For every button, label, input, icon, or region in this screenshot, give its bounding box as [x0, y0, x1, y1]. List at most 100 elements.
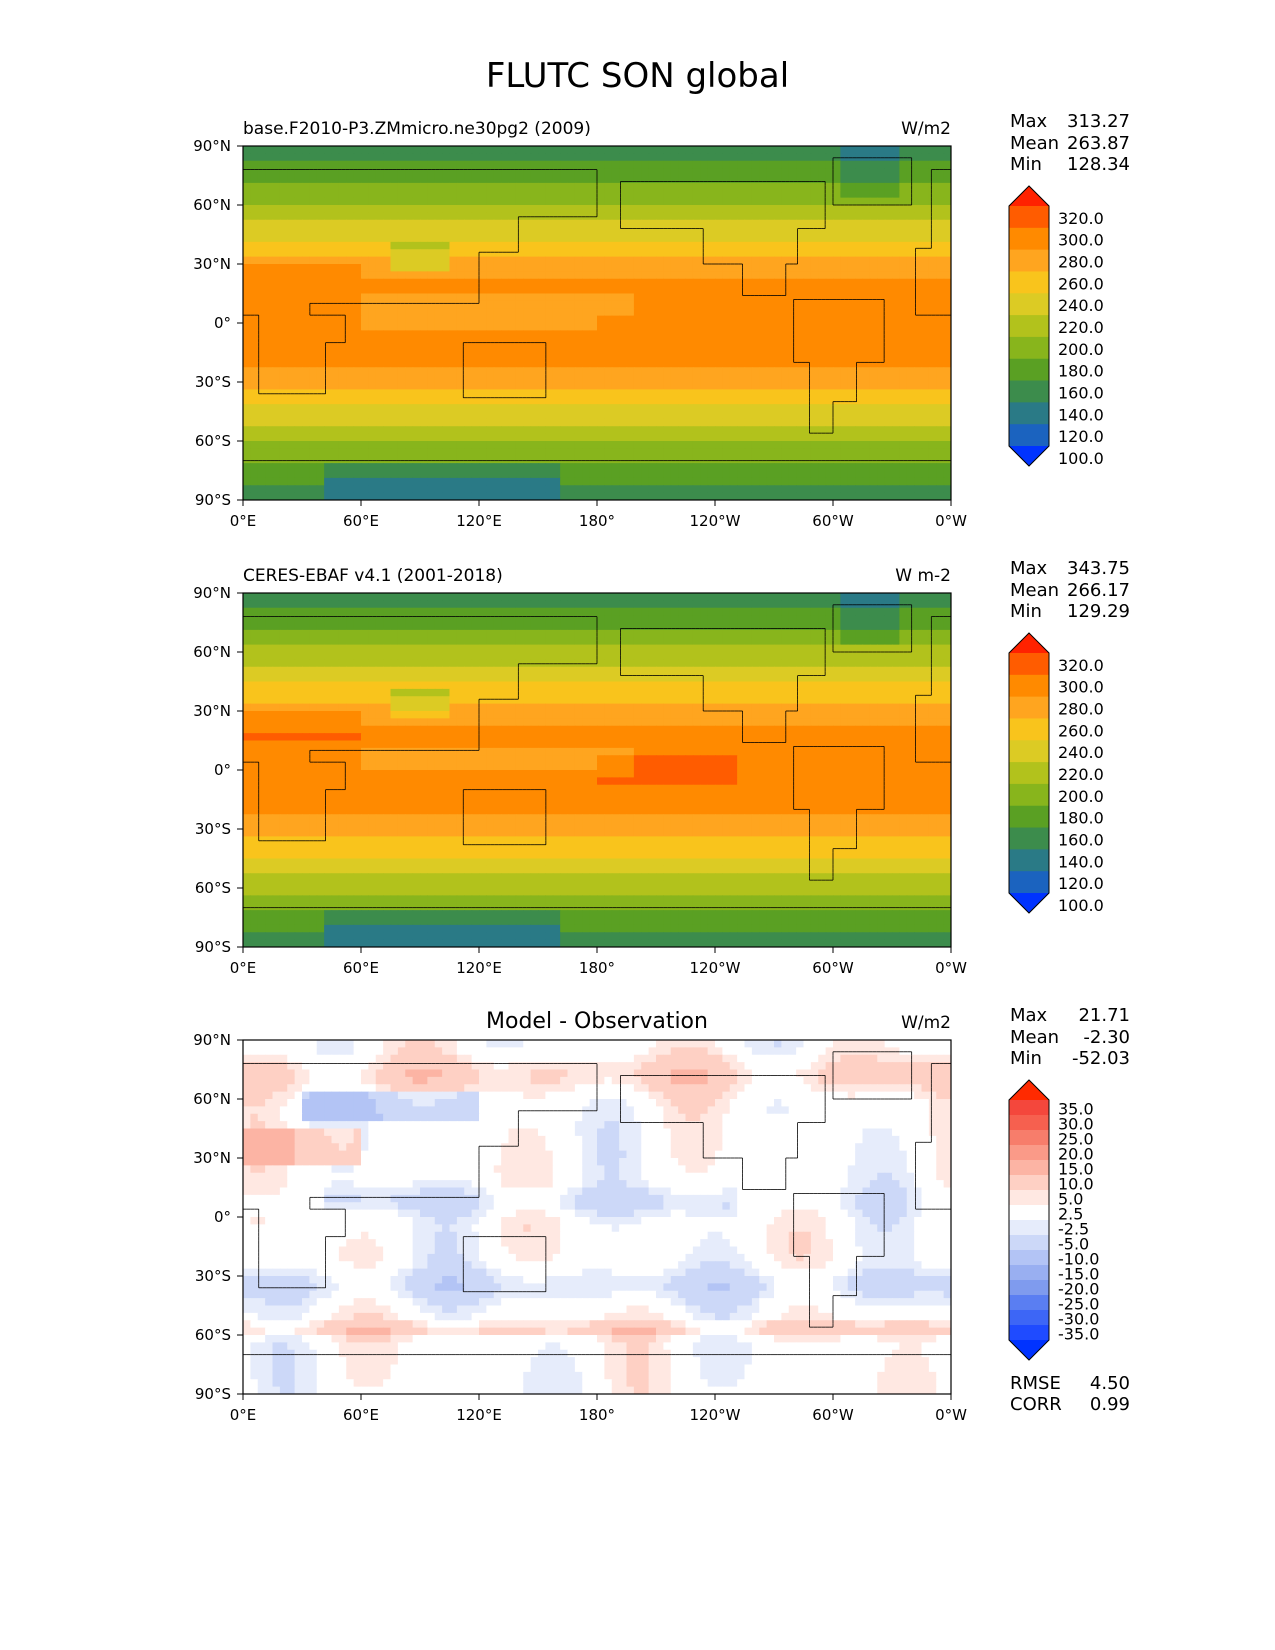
- heatmap-cell: [331, 197, 340, 206]
- heatmap-cell: [892, 323, 900, 331]
- heatmap-cell: [892, 293, 900, 302]
- heatmap-cell: [928, 241, 937, 250]
- heatmap-cell: [759, 352, 768, 361]
- heatmap-cell: [641, 227, 650, 236]
- heatmap-cell: [936, 308, 945, 317]
- heatmap-cell: [722, 308, 731, 317]
- heatmap-cell: [648, 249, 657, 258]
- heatmap-cell: [361, 448, 369, 457]
- heatmap-cell: [766, 190, 775, 199]
- heatmap-cell: [582, 418, 591, 427]
- heatmap-cell: [825, 352, 834, 361]
- heatmap-cell: [737, 411, 746, 420]
- heatmap-cell: [766, 352, 775, 361]
- heatmap-cell: [508, 448, 517, 457]
- heatmap-cell: [390, 146, 399, 154]
- heatmap-cell: [279, 485, 288, 494]
- heatmap-cell: [331, 182, 340, 191]
- heatmap-cell: [552, 323, 561, 331]
- heatmap-cell: [508, 485, 517, 494]
- heatmap-cell: [641, 264, 650, 272]
- heatmap-cell: [294, 212, 303, 221]
- heatmap-cell: [862, 426, 871, 435]
- heatmap-cell: [434, 345, 443, 354]
- heatmap-cell: [530, 256, 539, 265]
- heatmap-cell: [279, 227, 288, 236]
- heatmap-cell: [597, 411, 605, 420]
- heatmap-cell: [368, 337, 377, 346]
- heatmap-cell: [597, 197, 605, 206]
- heatmap-cell: [383, 492, 392, 500]
- heatmap-cell: [302, 396, 310, 405]
- heatmap-cell: [663, 182, 672, 191]
- heatmap-cell: [884, 197, 893, 206]
- heatmap-cell: [567, 256, 576, 265]
- heatmap-cell: [751, 345, 760, 354]
- heatmap-cell: [471, 418, 480, 427]
- heatmap-cell: [383, 160, 392, 169]
- heatmap-cell: [294, 492, 303, 500]
- heatmap-cell: [751, 470, 760, 479]
- heatmap-cell: [375, 374, 384, 383]
- heatmap-cell: [633, 308, 642, 317]
- heatmap-cell: [302, 470, 310, 479]
- heatmap-cell: [346, 330, 355, 339]
- heatmap-cell: [678, 146, 687, 154]
- heatmap-cell: [781, 278, 790, 287]
- heatmap-cell: [877, 234, 886, 243]
- heatmap-cell: [265, 404, 274, 413]
- heatmap-cell: [316, 256, 325, 265]
- heatmap-cell: [279, 359, 288, 368]
- heatmap-cell: [412, 256, 421, 265]
- heatmap-cell: [272, 160, 281, 169]
- heatmap-cell: [346, 315, 355, 324]
- heatmap-cell: [648, 382, 657, 390]
- heatmap-cell: [670, 256, 679, 265]
- heatmap-cell: [375, 330, 384, 339]
- heatmap-cell: [803, 146, 812, 154]
- heatmap-cell: [471, 160, 480, 169]
- heatmap-cell: [287, 330, 296, 339]
- heatmap-cell: [574, 219, 583, 228]
- heatmap-cell: [751, 426, 760, 435]
- heatmap-cell: [847, 367, 856, 376]
- heatmap-cell: [899, 433, 908, 442]
- heatmap-cell: [501, 212, 510, 221]
- heatmap-cell: [656, 352, 664, 361]
- heatmap-cell: [574, 441, 583, 449]
- heatmap-cell: [309, 323, 318, 331]
- heatmap-cell: [633, 374, 642, 383]
- heatmap-cell: [560, 153, 569, 162]
- heatmap-cell: [552, 315, 561, 324]
- heatmap-cell: [515, 227, 524, 236]
- heatmap-cell: [619, 197, 628, 206]
- heatmap-cell: [243, 330, 251, 339]
- heatmap-cell: [383, 212, 392, 221]
- heatmap-cell: [766, 433, 775, 442]
- heatmap-cell: [324, 337, 333, 346]
- heatmap-cell: [530, 182, 539, 191]
- heatmap-cell: [420, 212, 428, 221]
- heatmap-cell: [877, 448, 886, 457]
- heatmap-cell: [353, 463, 362, 472]
- heatmap-cell: [715, 293, 723, 302]
- heatmap-cell: [943, 182, 951, 191]
- heatmap-cell: [810, 426, 819, 435]
- heatmap-cell: [582, 146, 591, 154]
- heatmap-cell: [442, 160, 451, 169]
- heatmap-cell: [707, 433, 716, 442]
- heatmap-cell: [766, 219, 775, 228]
- heatmap-cell: [316, 190, 325, 199]
- heatmap-cell: [552, 197, 561, 206]
- heatmap-cell: [641, 463, 650, 472]
- heatmap-cell: [250, 227, 259, 236]
- heatmap-cell: [833, 441, 841, 449]
- heatmap-cell: [442, 426, 451, 435]
- heatmap-cell: [589, 205, 598, 213]
- heatmap-cell: [302, 182, 310, 191]
- heatmap-cell: [737, 433, 746, 442]
- heatmap-cell: [501, 300, 510, 309]
- heatmap-cell: [914, 485, 923, 494]
- heatmap-cell: [346, 153, 355, 162]
- heatmap-cell: [914, 249, 923, 258]
